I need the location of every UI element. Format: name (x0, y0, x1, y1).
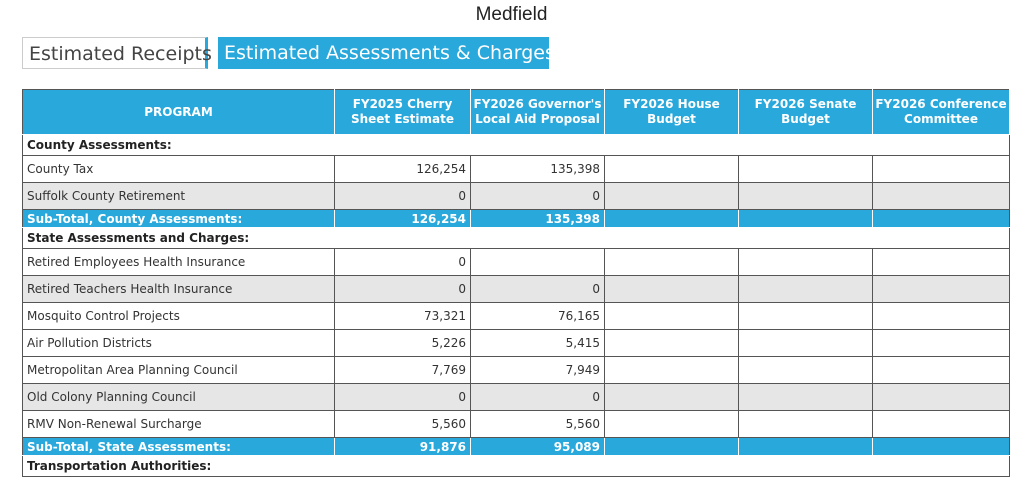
value-cell (604, 155, 739, 183)
value-cell: 73,321 (334, 302, 471, 330)
value-cell (872, 248, 1010, 276)
header-row: PROGRAM FY2025 Cherry Sheet Estimate FY202… (22, 89, 1010, 135)
value-cell (604, 182, 739, 210)
value-cell: 95,089 (470, 437, 605, 456)
value-cell (872, 209, 1010, 228)
value-cell: 126,254 (334, 209, 471, 228)
value-cell (872, 329, 1010, 357)
item-row: Air Pollution Districts 5,226 5,415 (22, 329, 1010, 357)
value-cell (738, 302, 873, 330)
value-cell: 0 (470, 182, 605, 210)
row-label: Mosquito Control Projects (22, 302, 335, 330)
value-cell (872, 275, 1010, 303)
item-row: Suffolk County Retirement 0 0 (22, 182, 1010, 210)
value-cell (604, 410, 739, 438)
value-cell (872, 383, 1010, 411)
value-cell: 135,398 (470, 209, 605, 228)
row-label: RMV Non-Renewal Surcharge (22, 410, 335, 438)
item-row: Metropolitan Area Planning Council 7,769 7… (22, 356, 1010, 384)
value-cell: 7,949 (470, 356, 605, 384)
row-label: Retired Teachers Health Insurance (22, 275, 335, 303)
tab-active[interactable]: Estimated Assessments & Charges (218, 37, 555, 69)
section-label: County Assessments: (22, 134, 1010, 156)
value-cell: 0 (334, 248, 471, 276)
value-cell (872, 437, 1010, 456)
row-label: Retired Employees Health Insurance (22, 248, 335, 276)
value-cell: 135,398 (470, 155, 605, 183)
value-cell: 0 (334, 182, 471, 210)
value-cell (738, 329, 873, 357)
value-cell (604, 248, 739, 276)
section-label: Transportation Authorities: (22, 455, 1010, 477)
item-row: RMV Non-Renewal Surcharge 5,560 5,560 (22, 410, 1010, 438)
value-cell (738, 248, 873, 276)
value-cell (872, 356, 1010, 384)
subtotal-row: Sub-Total, State Assessments: 91,876 95,08… (22, 437, 1010, 456)
value-cell (738, 383, 873, 411)
row-label: Air Pollution Districts (22, 329, 335, 357)
column-header: FY2026 Senate Budget (738, 89, 873, 135)
value-cell: 0 (334, 275, 471, 303)
value-cell: 7,769 (334, 356, 471, 384)
subtotal-row: Sub-Total, County Assessments: 126,254 135… (22, 209, 1010, 228)
value-cell (604, 302, 739, 330)
item-row: Old Colony Planning Council 0 0 (22, 383, 1010, 411)
row-label: Sub-Total, State Assessments: (22, 437, 335, 456)
item-row: Retired Employees Health Insurance 0 (22, 248, 1010, 276)
column-header: FY2026 Governor's Local Aid Proposal (470, 89, 605, 135)
value-cell (604, 275, 739, 303)
value-cell: 0 (470, 275, 605, 303)
value-cell: 5,226 (334, 329, 471, 357)
row-label: County Tax (22, 155, 335, 183)
column-header: FY2026 House Budget (604, 89, 739, 135)
value-cell: 0 (334, 383, 471, 411)
value-cell (604, 437, 739, 456)
value-cell (738, 410, 873, 438)
item-row: County Tax 126,254 135,398 (22, 155, 1010, 183)
column-header: FY2026 Conference Committee (872, 89, 1010, 135)
item-row: Mosquito Control Projects 73,321 76,165 (22, 302, 1010, 330)
page-title: Medfield (475, 4, 548, 25)
value-cell (470, 248, 605, 276)
value-cell (604, 356, 739, 384)
value-cell (872, 302, 1010, 330)
value-cell: 5,415 (470, 329, 605, 357)
row-label: Old Colony Planning Council (22, 383, 335, 411)
item-row: Retired Teachers Health Insurance 0 0 (22, 275, 1010, 303)
assessments-table: PROGRAM FY2025 Cherry Sheet Estimate FY202… (22, 89, 1010, 477)
value-cell (604, 209, 739, 228)
value-cell (738, 275, 873, 303)
value-cell (872, 410, 1010, 438)
value-cell (872, 182, 1010, 210)
tab[interactable]: Estimated Receipts (22, 37, 212, 69)
value-cell (738, 437, 873, 456)
section-row: Transportation Authorities: (22, 455, 1010, 477)
value-cell (872, 155, 1010, 183)
value-cell: 0 (470, 383, 605, 411)
section-row: County Assessments: (22, 134, 1010, 156)
column-header: FY2025 Cherry Sheet Estimate (334, 89, 471, 135)
row-label: Metropolitan Area Planning Council (22, 356, 335, 384)
value-cell: 126,254 (334, 155, 471, 183)
value-cell (738, 356, 873, 384)
value-cell: 5,560 (334, 410, 471, 438)
value-cell: 5,560 (470, 410, 605, 438)
value-cell: 76,165 (470, 302, 605, 330)
row-label: Sub-Total, County Assessments: (22, 209, 335, 228)
section-label: State Assessments and Charges: (22, 227, 1010, 249)
value-cell (604, 383, 739, 411)
column-header: PROGRAM (22, 89, 335, 135)
section-row: State Assessments and Charges: (22, 227, 1010, 249)
value-cell (738, 182, 873, 210)
value-cell (738, 209, 873, 228)
value-cell: 91,876 (334, 437, 471, 456)
value-cell (738, 155, 873, 183)
value-cell (604, 329, 739, 357)
row-label: Suffolk County Retirement (22, 182, 335, 210)
